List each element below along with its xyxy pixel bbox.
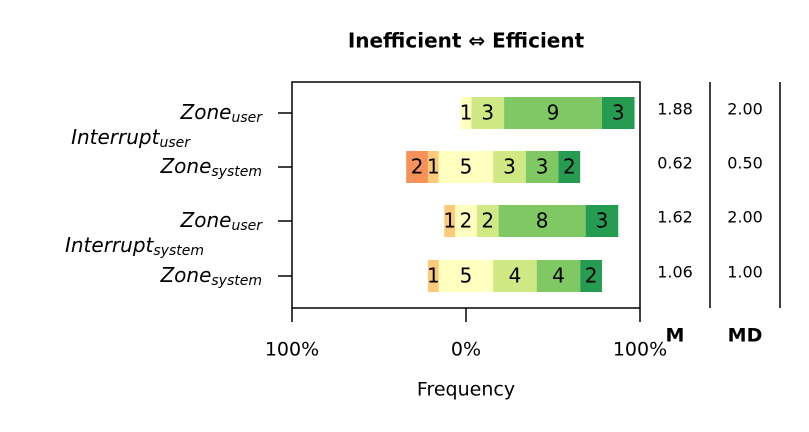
segment-label: 9 (547, 101, 560, 125)
segment-label: 3 (481, 101, 494, 125)
bar-segment (498, 205, 586, 237)
bar-segment (438, 260, 494, 292)
x-tick-label: 100% (613, 339, 667, 361)
segment-label: 3 (596, 209, 609, 233)
row-label: Zonesystem (159, 263, 262, 290)
row-label: Zoneuser (180, 100, 264, 127)
row-label-sub: user (231, 218, 263, 234)
segment-label: 1 (427, 155, 440, 179)
x-tick-label: 100% (265, 339, 319, 361)
row-label-base: Zone (180, 208, 232, 232)
group-label: Interruptsystem (65, 233, 204, 260)
segment-label: 3 (536, 155, 549, 179)
segment-label: 5 (460, 264, 473, 288)
segment-label: 2 (411, 155, 424, 179)
bar-segment (460, 97, 472, 129)
segment-label: 4 (509, 264, 522, 288)
group-label: Interruptuser (71, 125, 191, 152)
row-label: Zoneuser (180, 208, 264, 235)
segment-label: 2 (460, 209, 473, 233)
row-label-sub: system (211, 164, 262, 180)
chart-title: Inefficient ⇔ Efficient (348, 29, 585, 53)
row-label-base: Zone (180, 100, 232, 124)
stat-value: 1.00 (727, 263, 763, 282)
segment-label: 3 (612, 101, 625, 125)
bar-segment (493, 260, 537, 292)
segment-label: 2 (481, 209, 494, 233)
bar-segment (476, 205, 499, 237)
x-tick-label: 0% (451, 339, 481, 361)
stat-header: M (666, 325, 685, 347)
segment-label: 3 (503, 155, 516, 179)
bar-segment (580, 260, 602, 292)
segment-label: 2 (585, 264, 598, 288)
segment-label: 1 (443, 209, 456, 233)
segment-label: 1 (460, 101, 473, 125)
bar-segment (471, 97, 505, 129)
segment-label: 2 (563, 155, 576, 179)
row-label-base: Zone (159, 263, 211, 287)
row-label-base: Zone (159, 154, 211, 178)
stat-value: 1.88 (657, 100, 693, 119)
stat-header: MD (728, 325, 763, 347)
group-label-sub: user (159, 135, 191, 151)
stat-value: 2.00 (727, 100, 763, 119)
row-label: Zonesystem (159, 154, 262, 181)
bar-segment (558, 151, 581, 183)
bar-segment (406, 151, 428, 183)
stat-value: 1.62 (657, 208, 693, 227)
bar-segment (427, 260, 439, 292)
row-label-sub: user (231, 110, 263, 126)
bar-segment (601, 97, 635, 129)
group-label-base: Interrupt (71, 125, 161, 149)
bar-segment (536, 260, 581, 292)
bar-segment (585, 205, 619, 237)
row-label-sub: system (211, 273, 262, 289)
x-axis-label: Frequency (417, 379, 515, 401)
stat-value: 0.62 (657, 154, 693, 173)
bar-segment (504, 97, 602, 129)
bar-segment (493, 151, 526, 183)
bar-segment (438, 151, 494, 183)
segment-label: 4 (552, 264, 565, 288)
segment-label: 5 (460, 155, 473, 179)
group-label-base: Interrupt (65, 233, 155, 257)
segment-label: 1 (427, 264, 440, 288)
stat-value: 1.06 (657, 263, 693, 282)
stat-value: 0.50 (727, 154, 763, 173)
bar-segment (444, 205, 456, 237)
bar-segment (525, 151, 559, 183)
stat-value: 2.00 (727, 208, 763, 227)
bar-segment (455, 205, 477, 237)
segment-label: 8 (536, 209, 549, 233)
bar-segment (427, 151, 439, 183)
group-label-sub: system (153, 243, 204, 259)
